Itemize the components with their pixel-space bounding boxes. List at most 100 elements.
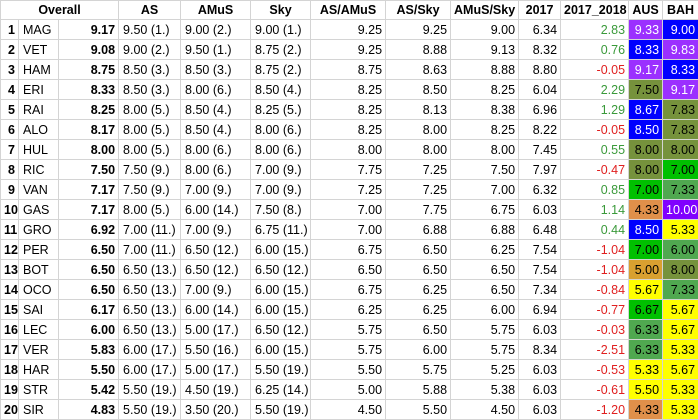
cell: 8.32 <box>519 40 561 60</box>
cell: HAM <box>19 60 59 80</box>
cell: 9.25 <box>311 40 386 60</box>
cell: 6.25 <box>451 240 519 260</box>
cell: 6.50 <box>451 280 519 300</box>
cell: 7.00 (9.) <box>181 180 251 200</box>
cell: 8.25 <box>311 100 386 120</box>
cell: 7.25 <box>386 160 451 180</box>
cell: 6.03 <box>519 200 561 220</box>
cell: RAI <box>19 100 59 120</box>
column-header: AS/AMuS <box>311 1 386 20</box>
cell: 8.00 <box>629 160 663 180</box>
cell: 6.50 (12.) <box>251 260 311 280</box>
cell: 8.22 <box>519 120 561 140</box>
cell: 6.00 (15.) <box>251 300 311 320</box>
cell: 8.50 (4.) <box>181 100 251 120</box>
cell: 9.17 <box>663 80 698 100</box>
cell: 6.00 (17.) <box>119 360 181 380</box>
cell: 9.25 <box>311 20 386 40</box>
cell: 5.50 (16.) <box>181 340 251 360</box>
cell: LEC <box>19 320 59 340</box>
cell: 8 <box>1 160 19 180</box>
cell: 8.33 <box>663 60 698 80</box>
cell: 3.50 (20.) <box>181 400 251 420</box>
cell: 6.50 (13.) <box>119 300 181 320</box>
cell: 6.50 (12.) <box>181 240 251 260</box>
cell: 8.38 <box>451 100 519 120</box>
cell: 9.13 <box>451 40 519 60</box>
cell: 5.00 <box>629 260 663 280</box>
cell: 9.50 (1.) <box>119 20 181 40</box>
cell: 7.50 (8.) <box>251 200 311 220</box>
cell: 2.83 <box>561 20 629 40</box>
cell: 6.34 <box>519 20 561 40</box>
cell: 7.50 <box>59 160 119 180</box>
cell: 7.83 <box>663 100 698 120</box>
cell: 8.50 (3.) <box>119 80 181 100</box>
cell: ERI <box>19 80 59 100</box>
cell: 6.50 (12.) <box>251 320 311 340</box>
cell: 8.00 (5.) <box>119 200 181 220</box>
cell: 7.50 (9.) <box>119 180 181 200</box>
cell: -2.51 <box>561 340 629 360</box>
cell: 5.67 <box>629 280 663 300</box>
cell: -1.04 <box>561 260 629 280</box>
cell: 8.75 (2.) <box>251 60 311 80</box>
cell: 7.50 <box>451 160 519 180</box>
cell: 8.00 (5.) <box>119 100 181 120</box>
cell: 0.76 <box>561 40 629 60</box>
cell: 8.25 (5.) <box>251 100 311 120</box>
cell: 5.75 <box>311 320 386 340</box>
cell: 0.44 <box>561 220 629 240</box>
cell: 7.00 <box>663 160 698 180</box>
cell: 8.34 <box>519 340 561 360</box>
cell: 6.67 <box>629 300 663 320</box>
cell: 6.50 <box>59 280 119 300</box>
column-header: Overall <box>1 1 119 20</box>
cell: HUL <box>19 140 59 160</box>
cell: 5.83 <box>59 340 119 360</box>
cell: 5.67 <box>663 300 698 320</box>
cell: 7.17 <box>59 200 119 220</box>
cell: 5.00 (17.) <box>181 320 251 340</box>
cell: 5.38 <box>451 380 519 400</box>
cell: 8.00 (6.) <box>181 160 251 180</box>
cell: 6.03 <box>519 320 561 340</box>
cell: 9 <box>1 180 19 200</box>
cell: MAG <box>19 20 59 40</box>
cell: 9.08 <box>59 40 119 60</box>
cell: SAI <box>19 300 59 320</box>
cell: 5.50 (19.) <box>251 400 311 420</box>
cell: 5.00 (17.) <box>181 360 251 380</box>
cell: 8.75 (2.) <box>251 40 311 60</box>
cell: 9.00 <box>451 20 519 40</box>
cell: 7.00 (11.) <box>119 240 181 260</box>
cell: 8.00 <box>311 140 386 160</box>
cell: -0.05 <box>561 60 629 80</box>
cell: 8.00 <box>386 140 451 160</box>
cell: 6.50 <box>386 240 451 260</box>
cell: 8.00 <box>629 140 663 160</box>
cell: 2.29 <box>561 80 629 100</box>
cell: 1 <box>1 20 19 40</box>
cell: 0.55 <box>561 140 629 160</box>
cell: 6.75 (11.) <box>251 220 311 240</box>
cell: 6.00 (15.) <box>251 280 311 300</box>
cell: 6.48 <box>519 220 561 240</box>
cell: 5.75 <box>451 340 519 360</box>
column-header: AS <box>119 1 181 20</box>
cell: 17 <box>1 340 19 360</box>
cell: 6.00 (14.) <box>181 200 251 220</box>
cell: 6.03 <box>519 360 561 380</box>
cell: 5.50 <box>386 400 451 420</box>
cell: 8.25 <box>451 80 519 100</box>
cell: 6.32 <box>519 180 561 200</box>
cell: -1.04 <box>561 240 629 260</box>
cell: 8.75 <box>59 60 119 80</box>
cell: 8.50 (3.) <box>181 60 251 80</box>
cell: 3 <box>1 60 19 80</box>
